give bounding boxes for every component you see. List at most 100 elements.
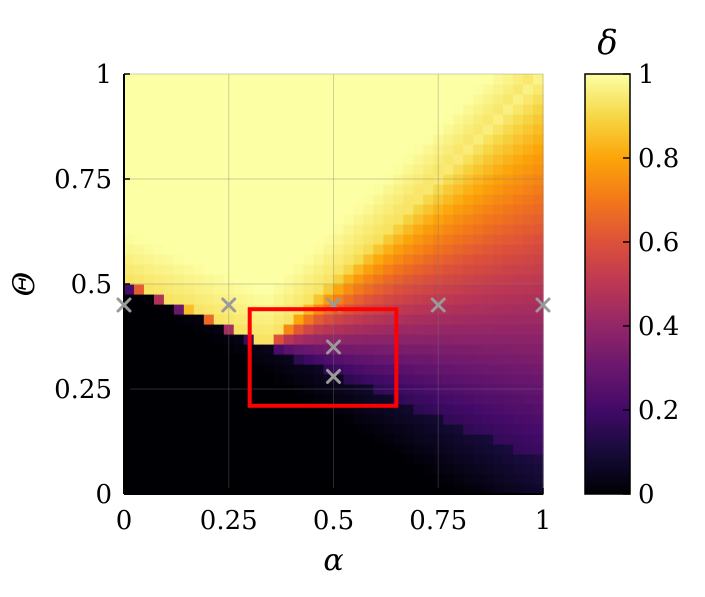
heatmap-cell <box>293 424 305 435</box>
heatmap-cell <box>513 174 524 185</box>
heatmap-cell <box>383 94 394 105</box>
heatmap-cell <box>533 174 544 185</box>
heatmap-cell <box>393 414 404 425</box>
heatmap-cell <box>283 164 295 175</box>
heatmap-cell <box>503 314 514 325</box>
heatmap-cell <box>503 144 514 155</box>
heatmap-cell <box>303 104 315 115</box>
heatmap-cell <box>273 294 285 305</box>
heatmap-cell <box>213 164 225 175</box>
y-tick-label: 0.5 <box>71 270 112 300</box>
heatmap-cell <box>423 174 434 185</box>
heatmap-cell <box>333 94 345 105</box>
heatmap-cell <box>313 314 325 325</box>
heatmap-cell <box>423 284 434 295</box>
heatmap-cell <box>413 324 424 335</box>
heatmap-cell <box>413 114 424 125</box>
heatmap-cell <box>203 164 215 175</box>
heatmap-cell <box>533 414 544 425</box>
heatmap-cell <box>124 224 135 235</box>
heatmap-cell <box>243 104 255 115</box>
heatmap-cell <box>293 164 305 175</box>
heatmap-cell <box>353 364 365 375</box>
heatmap-cell <box>353 144 365 155</box>
heatmap-cell <box>183 294 195 305</box>
heatmap-cell <box>233 254 245 265</box>
heatmap-cell <box>363 404 375 415</box>
heatmap-cell <box>433 364 444 375</box>
heatmap-cell <box>273 464 285 475</box>
heatmap-cell <box>343 184 355 195</box>
heatmap-cell <box>493 304 504 315</box>
heatmap-cell <box>173 354 185 365</box>
heatmap-cell <box>343 364 355 375</box>
heatmap-cell <box>463 314 474 325</box>
heatmap-cell <box>133 124 145 135</box>
heatmap-cell <box>523 464 534 475</box>
heatmap-cell <box>233 134 245 145</box>
heatmap-cell <box>163 354 175 365</box>
heatmap-cell <box>513 94 524 105</box>
heatmap-cell <box>313 294 325 305</box>
heatmap-cell <box>133 84 145 95</box>
heatmap-cell <box>143 404 155 415</box>
heatmap-cell <box>163 414 175 425</box>
heatmap-cell <box>463 434 474 445</box>
heatmap-cell <box>473 354 484 365</box>
heatmap-cell <box>143 424 155 435</box>
heatmap-cell <box>273 344 285 355</box>
heatmap-cell <box>303 224 315 235</box>
heatmap-cell <box>233 484 245 495</box>
heatmap-cell <box>513 384 524 395</box>
heatmap-cell <box>393 304 404 315</box>
heatmap-cell <box>433 144 444 155</box>
heatmap-cell <box>353 324 365 335</box>
heatmap-cell <box>513 294 524 305</box>
heatmap-cell <box>143 284 155 295</box>
heatmap-cell <box>393 314 404 325</box>
heatmap-cell <box>443 234 454 245</box>
heatmap-cell <box>253 204 265 215</box>
heatmap-cell <box>283 334 295 345</box>
heatmap-cell <box>453 334 464 345</box>
heatmap-cell <box>343 204 355 215</box>
heatmap-cell <box>423 114 434 125</box>
heatmap-cell <box>313 94 325 105</box>
heatmap-cell <box>423 334 434 345</box>
heatmap-cell <box>313 124 325 135</box>
heatmap-cell <box>483 164 494 175</box>
heatmap-cell <box>263 264 275 275</box>
heatmap-cell <box>223 134 235 145</box>
heatmap-cell <box>213 234 225 245</box>
heatmap-cell <box>283 344 295 355</box>
heatmap-cell <box>143 464 155 475</box>
heatmap-cell <box>163 454 175 465</box>
heatmap-cell <box>213 284 225 295</box>
heatmap-cell <box>173 134 185 145</box>
heatmap-cell <box>493 464 504 475</box>
heatmap-cell <box>153 274 165 285</box>
heatmap-cell <box>263 354 275 365</box>
heatmap-cell <box>133 424 145 435</box>
heatmap-cell <box>403 134 414 145</box>
heatmap-cell <box>183 264 195 275</box>
heatmap-cell <box>383 294 394 305</box>
heatmap-cell <box>333 144 345 155</box>
heatmap-cell <box>253 84 265 95</box>
heatmap-cell <box>243 74 255 85</box>
heatmap-cell <box>503 384 514 395</box>
heatmap-cell <box>143 204 155 215</box>
heatmap-cell <box>273 224 285 235</box>
heatmap-cell <box>513 484 524 495</box>
heatmap-cell <box>213 94 225 105</box>
heatmap-cell <box>403 464 414 475</box>
heatmap-cell <box>193 314 205 325</box>
heatmap-cell <box>173 174 185 185</box>
heatmap-cell <box>403 474 414 485</box>
heatmap-cell <box>343 134 355 145</box>
heatmap-cell <box>213 134 225 145</box>
heatmap-cell <box>373 464 384 475</box>
heatmap-cell <box>343 404 355 415</box>
heatmap-cell <box>233 414 245 425</box>
heatmap-cell <box>333 224 345 235</box>
